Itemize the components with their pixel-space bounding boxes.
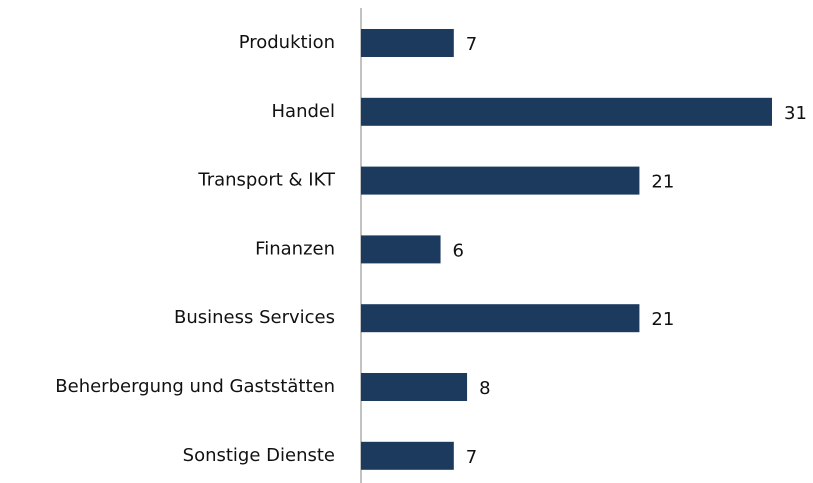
value-label: 6 bbox=[453, 240, 464, 261]
bar bbox=[361, 166, 640, 195]
value-label: 7 bbox=[466, 447, 477, 468]
category-label: Finanzen bbox=[255, 238, 335, 259]
value-label: 21 bbox=[651, 172, 674, 193]
bar bbox=[361, 304, 640, 333]
bar bbox=[361, 373, 468, 401]
bar bbox=[361, 441, 454, 470]
bar bbox=[361, 29, 454, 57]
category-label: Handel bbox=[272, 101, 335, 122]
category-label: Produktion bbox=[239, 32, 335, 53]
value-label: 7 bbox=[466, 34, 477, 55]
value-label: 21 bbox=[651, 309, 674, 330]
bar bbox=[361, 235, 441, 264]
category-label: Business Services bbox=[174, 307, 335, 328]
value-label: 8 bbox=[479, 378, 490, 399]
bar bbox=[361, 97, 772, 126]
value-label: 31 bbox=[784, 103, 807, 124]
category-label: Transport & IKT bbox=[197, 170, 336, 191]
category-label: Sonstige Dienste bbox=[183, 445, 335, 466]
category-label: Beherbergung und Gaststätten bbox=[55, 376, 335, 397]
